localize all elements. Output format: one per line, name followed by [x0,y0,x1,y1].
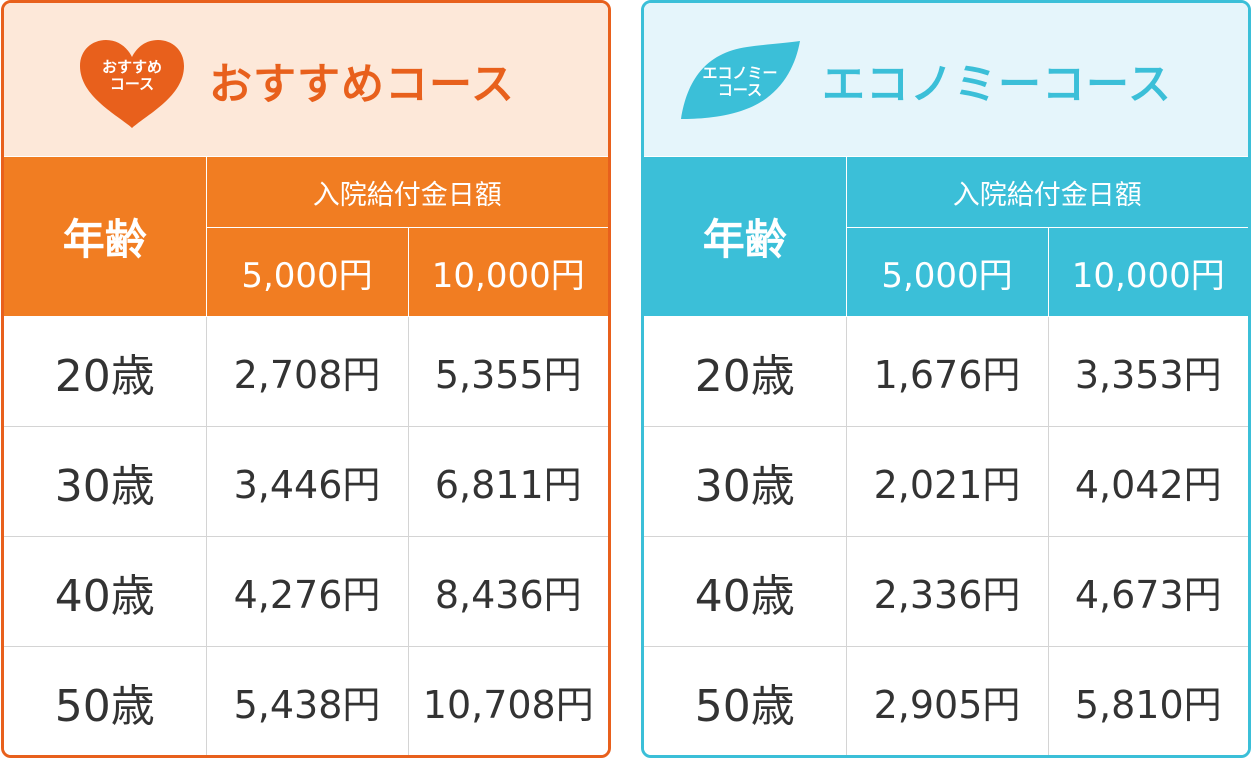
table-row: 40歳 4,276円 8,436円 [4,536,608,647]
table-row: 50歳 2,905円 5,810円 [644,646,1248,755]
economy-course-header: エコノミー コース エコノミーコース [644,3,1248,156]
badge-line-2: コース [717,81,763,99]
age-cell: 50歳 [644,646,847,755]
premium-cell: 2,905円 [845,646,1049,755]
recommended-course-title: おすすめコース [209,60,515,110]
premium-cell: 2,708円 [205,316,409,427]
age-cell: 30歳 [4,426,207,537]
recommended-course-card: おすすめ コース おすすめコース 年齢 入院給付金日額 5,000円 10,00… [1,0,611,758]
economy-premium-table: 年齢 入院給付金日額 5,000円 10,000円 20歳 1,676円 3,3… [644,156,1248,755]
age-cell: 40歳 [4,536,207,647]
age-cell: 20歳 [4,316,207,427]
table-row: 20歳 2,708円 5,355円 [4,316,608,427]
table-row: 50歳 5,438円 10,708円 [4,646,608,755]
premium-cell: 10,708円 [407,646,608,755]
amount-header-10000: 10,000円 [407,227,608,317]
premium-cell: 3,353円 [1047,316,1248,427]
economy-course-title: エコノミーコース [822,60,1172,110]
premium-cell: 4,673円 [1047,536,1248,647]
premium-cell: 5,438円 [205,646,409,755]
amount-header-10000: 10,000円 [1047,227,1248,317]
badge-line-1: エコノミー [702,64,778,82]
amount-header-5000: 5,000円 [205,227,409,317]
premium-cell: 8,436円 [407,536,608,647]
badge-line-2: コース [109,75,155,93]
table-row: 30歳 3,446円 6,811円 [4,426,608,537]
heart-badge-icon: おすすめ コース [76,38,188,130]
premium-cell: 4,276円 [205,536,409,647]
table-row: 40歳 2,336円 4,673円 [644,536,1248,647]
premium-cell: 5,355円 [407,316,608,427]
table-row: 30歳 2,021円 4,042円 [644,426,1248,537]
benefit-column-header: 入院給付金日額 [845,156,1248,228]
leaf-badge-icon: エコノミー コース [679,41,801,121]
age-cell: 40歳 [644,536,847,647]
age-cell: 30歳 [644,426,847,537]
age-cell: 50歳 [4,646,207,755]
age-column-header: 年齢 [644,156,847,317]
premium-cell: 2,336円 [845,536,1049,647]
benefit-column-header: 入院給付金日額 [205,156,608,228]
premium-cell: 6,811円 [407,426,608,537]
recommended-course-header: おすすめ コース おすすめコース [4,3,608,156]
age-column-header: 年齢 [4,156,207,317]
table-row: 20歳 1,676円 3,353円 [644,316,1248,427]
age-cell: 20歳 [644,316,847,427]
badge-line-1: おすすめ [101,58,162,76]
economy-course-card: エコノミー コース エコノミーコース 年齢 入院給付金日額 5,000円 10,… [641,0,1251,758]
premium-cell: 5,810円 [1047,646,1248,755]
recommended-premium-table: 年齢 入院給付金日額 5,000円 10,000円 20歳 2,708円 5,3… [4,156,608,755]
premium-cell: 1,676円 [845,316,1049,427]
premium-cell: 2,021円 [845,426,1049,537]
premium-cell: 3,446円 [205,426,409,537]
premium-cell: 4,042円 [1047,426,1248,537]
amount-header-5000: 5,000円 [845,227,1049,317]
